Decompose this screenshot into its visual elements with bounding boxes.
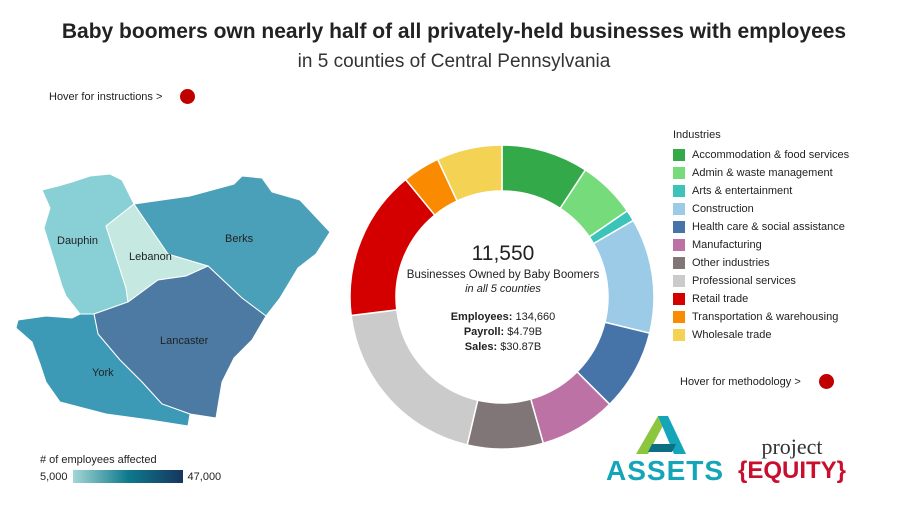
- color-legend-max: 47,000: [187, 470, 222, 483]
- assets-mark-icon: [636, 416, 686, 454]
- map-label-lebanon: Lebanon: [129, 251, 172, 263]
- chart-title: Baby boomers own nearly half of all priv…: [61, 20, 847, 43]
- employees-value: 134,660: [515, 311, 556, 323]
- legend-item[interactable]: Transportation & warehousing: [673, 308, 849, 326]
- legend-swatch: [673, 185, 685, 197]
- legend-item[interactable]: Other industries: [673, 254, 849, 272]
- hover-methodology-link[interactable]: Hover for methodology >: [680, 374, 834, 389]
- legend-label: Wholesale trade: [692, 329, 772, 341]
- color-legend: # of employees affected 5,000 47,000: [40, 454, 221, 483]
- legend-item[interactable]: Professional services: [673, 272, 849, 290]
- legend-item[interactable]: Retail trade: [673, 290, 849, 308]
- legend-swatch: [673, 329, 685, 341]
- center-subcaption: in all 5 counties: [465, 283, 541, 295]
- legend-swatch: [673, 239, 685, 251]
- legend-label: Construction: [692, 203, 754, 215]
- sales-label: Sales:: [464, 341, 498, 353]
- legend-title: Industries: [673, 129, 721, 141]
- legend-label: Retail trade: [692, 293, 749, 305]
- map-label-dauphin: Dauphin: [57, 235, 98, 247]
- legend-item[interactable]: Manufacturing: [673, 236, 849, 254]
- legend-item[interactable]: Wholesale trade: [673, 326, 849, 344]
- map-label-berks: Berks: [225, 233, 254, 245]
- legend-swatch: [673, 149, 685, 161]
- legend-swatch: [673, 311, 685, 323]
- legend-swatch: [673, 257, 685, 269]
- industry-donut-chart: [349, 144, 655, 450]
- legend-label: Arts & entertainment: [692, 185, 793, 197]
- total-businesses: 11,550: [471, 242, 535, 265]
- assets-wordmark: ASSETS: [606, 455, 725, 486]
- legend-item[interactable]: Accommodation & food services: [673, 146, 849, 164]
- donut-slice-other-industries[interactable]: [466, 398, 545, 450]
- legend-item[interactable]: Construction: [673, 200, 849, 218]
- county-map: Dauphin Lebanon Berks Lancaster York: [15, 173, 331, 426]
- donut-slice-wholesale-trade[interactable]: [436, 144, 503, 202]
- legend-swatch: [673, 221, 685, 233]
- assets-logo: ASSETS: [606, 414, 724, 487]
- legend-swatch: [673, 167, 685, 179]
- legend-label: Admin & waste management: [692, 167, 833, 179]
- map-label-york: York: [92, 367, 114, 379]
- info-dot-icon[interactable]: [180, 89, 196, 104]
- county-york[interactable]: [15, 313, 191, 426]
- legend-swatch: [673, 275, 685, 287]
- legend-swatch: [673, 293, 685, 305]
- legend-item[interactable]: Health care & social assistance: [673, 218, 849, 236]
- payroll-label: Payroll:: [463, 326, 505, 338]
- equity-wordmark: {EQUITY}: [738, 457, 847, 484]
- legend-item[interactable]: Admin & waste management: [673, 164, 849, 182]
- donut-center-summary: 11,550 Businesses Owned by Baby Boomers …: [398, 242, 608, 353]
- center-caption: Businesses Owned by Baby Boomers: [406, 269, 600, 281]
- legend-label: Other industries: [692, 257, 770, 269]
- employees-label: Employees:: [450, 311, 513, 323]
- sales-stat: Sales: $30.87B: [398, 341, 608, 353]
- payroll-value: $4.79B: [507, 326, 543, 338]
- legend-label: Transportation & warehousing: [692, 311, 839, 323]
- legend-label: Health care & social assistance: [692, 221, 845, 233]
- chart-subtitle: in 5 counties of Central Pennsylvania: [297, 51, 611, 72]
- employees-stat: Employees: 134,660: [398, 311, 608, 323]
- hover-instructions-link[interactable]: Hover for instructions >: [49, 89, 196, 104]
- project-equity-logo: project {EQUITY}: [738, 436, 846, 484]
- color-legend-title: # of employees affected: [40, 454, 157, 466]
- legend-label: Manufacturing: [692, 239, 762, 251]
- color-legend-min: 5,000: [40, 470, 68, 483]
- sales-value: $30.87B: [500, 341, 542, 353]
- legend-swatch: [673, 203, 685, 215]
- info-dot-icon[interactable]: [818, 374, 834, 389]
- map-label-lancaster: Lancaster: [160, 335, 209, 347]
- project-wordmark: project: [761, 434, 823, 459]
- hover-instructions-label: Hover for instructions >: [49, 90, 163, 103]
- legend-label: Accommodation & food services: [692, 149, 850, 161]
- payroll-stat: Payroll: $4.79B: [398, 326, 608, 338]
- legend-item[interactable]: Arts & entertainment: [673, 182, 849, 200]
- color-gradient-bar: [72, 470, 183, 483]
- industry-legend: Industries Accommodation & food services…: [673, 129, 849, 344]
- legend-label: Professional services: [692, 275, 796, 287]
- hover-methodology-label: Hover for methodology >: [680, 375, 801, 388]
